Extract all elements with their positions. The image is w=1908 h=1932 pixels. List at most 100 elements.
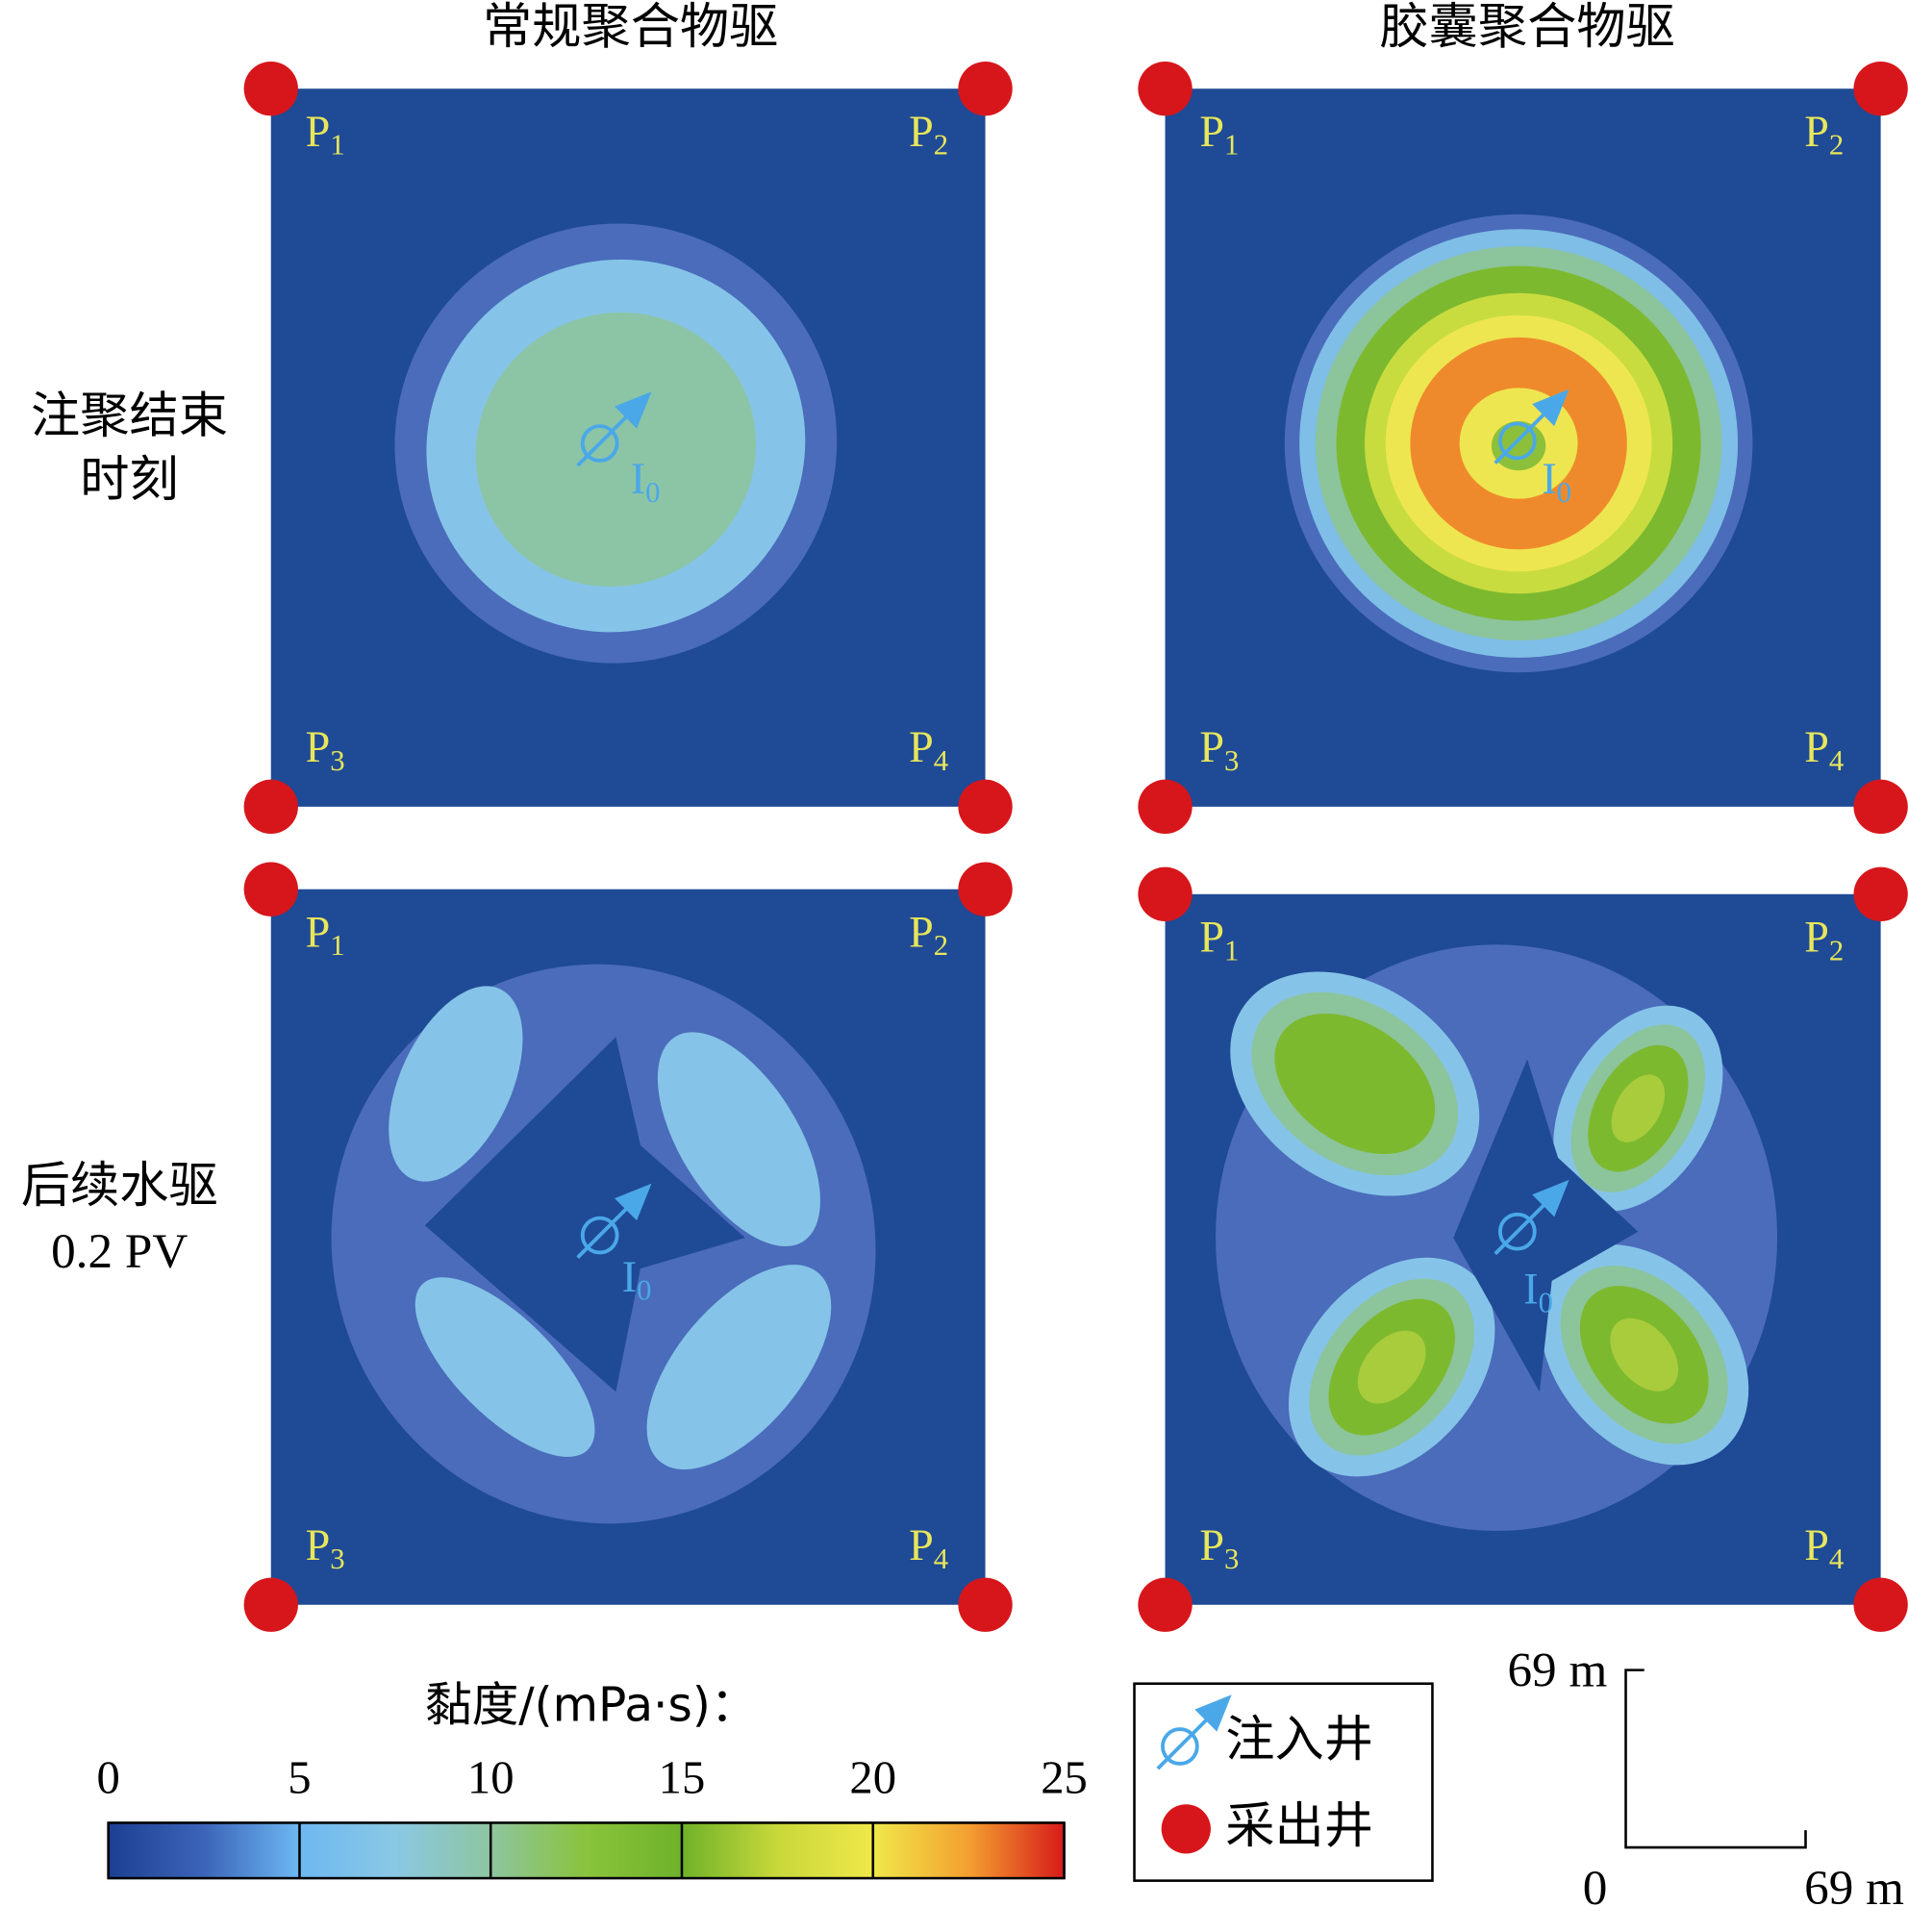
producer-label-sub: 3: [330, 1543, 344, 1575]
colorbar-tick-label: 15: [659, 1751, 706, 1803]
producer-label-base: P: [306, 1520, 331, 1569]
colorbar-tick-label: 25: [1041, 1751, 1088, 1803]
producer-label: P2: [1804, 106, 1844, 161]
producer-well: [1853, 779, 1908, 835]
injector-label-base: I: [1542, 454, 1556, 503]
row-label: 后续水驱: [21, 1157, 218, 1215]
injector-label-base: I: [631, 454, 645, 503]
injector-label: I0: [1523, 1264, 1553, 1318]
scale-label: 69 m: [1507, 1643, 1607, 1698]
producer-label-sub: 4: [934, 744, 948, 777]
colorbar-tick-label: 20: [849, 1751, 896, 1803]
producer-label-base: P: [1804, 1520, 1829, 1569]
producer-label: P1: [306, 106, 345, 161]
producer-label-sub: 2: [934, 129, 948, 162]
producer-label-base: P: [306, 907, 331, 956]
injector-label-sub: 0: [645, 476, 660, 509]
producer-well: [958, 862, 1013, 916]
colorbar-tick-label: 5: [288, 1751, 311, 1803]
producer-label: P1: [1199, 912, 1239, 966]
producer-well: [1138, 1577, 1192, 1632]
producer-label: P2: [909, 106, 948, 161]
row-label: 时刻: [80, 451, 178, 509]
producer-label-sub: 1: [1224, 129, 1239, 162]
legend: 注入井 采出井: [1133, 1682, 1434, 1882]
legend-label: 采出井: [1225, 1797, 1373, 1855]
producer-label-sub: 3: [1224, 744, 1239, 777]
producer-label-base: P: [1199, 1520, 1224, 1569]
producer-label-base: P: [909, 722, 934, 771]
colorbar-tick-label: 10: [467, 1751, 515, 1803]
producer-well: [1853, 62, 1908, 116]
producer-label: P4: [1804, 722, 1844, 777]
producer-label-base: P: [306, 106, 331, 155]
figure-body: 常规聚合物驱 胶囊聚合物驱 注聚结束 时刻 后续水驱 0.2 PV: [21, 0, 1908, 1916]
column-title: 胶囊聚合物驱: [1379, 0, 1674, 56]
producer-well: [1853, 1577, 1908, 1632]
producer-label-sub: 4: [1829, 744, 1844, 777]
producer-well: [243, 1577, 298, 1632]
injector-label: I0: [1542, 454, 1571, 509]
scale-bar: 69 m 0 69 m: [1507, 1643, 1904, 1917]
producer-label-sub: 2: [1829, 934, 1844, 966]
colorbar-tick-label: 0: [97, 1751, 120, 1803]
row-label: 注聚结束: [31, 387, 228, 444]
producer-label: P2: [909, 907, 948, 962]
producer-label-base: P: [1804, 912, 1829, 961]
producer-well: [243, 62, 298, 116]
producer-label: P1: [1199, 106, 1239, 161]
producer-well: [1138, 62, 1192, 116]
producer-label-base: P: [1199, 912, 1224, 961]
producer-well: [243, 779, 298, 835]
producer-well: [958, 779, 1013, 835]
injector-label-sub: 0: [1557, 476, 1571, 509]
injector-label-base: I: [622, 1252, 637, 1301]
producer-label: P1: [306, 907, 345, 962]
producer-label-base: P: [909, 907, 934, 956]
producer-label-sub: 2: [1829, 129, 1844, 162]
producer-label: P2: [1804, 912, 1844, 966]
producer-well: [958, 62, 1013, 116]
injector-label: I0: [631, 454, 661, 509]
column-title: 常规聚合物驱: [483, 0, 778, 56]
producer-label-sub: 1: [330, 929, 344, 962]
producer-well: [1853, 866, 1908, 921]
producer-label: P3: [306, 722, 345, 777]
producer-well: [1138, 866, 1192, 921]
producer-label-sub: 2: [934, 929, 948, 962]
producer-label-sub: 3: [1224, 1543, 1239, 1575]
producer-label-sub: 4: [1829, 1543, 1844, 1575]
panel: [270, 889, 986, 1605]
producer-well: [1138, 779, 1192, 835]
row-label: 0.2 PV: [51, 1224, 188, 1279]
producer-well: [243, 862, 298, 916]
producer-label-base: P: [1199, 722, 1224, 771]
scale-label: 69 m: [1804, 1861, 1904, 1916]
producer-label-base: P: [1199, 106, 1224, 155]
producer-label: P4: [1804, 1520, 1844, 1575]
producer-label: P4: [909, 1520, 948, 1575]
panel: [1165, 88, 1881, 807]
producer-label: P3: [306, 1520, 345, 1575]
producer-label-base: P: [306, 722, 331, 771]
producer-label: P3: [1199, 1520, 1239, 1575]
colorbar: 0 5 10 15 20 25: [97, 1751, 1088, 1880]
producer-well: [958, 1577, 1013, 1632]
producer-label: P4: [909, 722, 948, 777]
producer-label-base: P: [1804, 106, 1829, 155]
producer-label: P3: [1199, 722, 1239, 777]
producer-label-base: P: [1804, 722, 1829, 771]
producer-label-base: P: [909, 106, 934, 155]
panel: [270, 88, 986, 807]
injector-label-base: I: [1523, 1264, 1538, 1313]
legend-label: 注入井: [1225, 1711, 1373, 1769]
panel: [1165, 893, 1881, 1605]
producer-label-sub: 3: [330, 744, 344, 777]
producer-label-base: P: [909, 1520, 934, 1569]
injector-label: I0: [622, 1252, 652, 1307]
injector-label-sub: 0: [1539, 1287, 1553, 1319]
colorbar-label: 黏度/(mPa·s)：: [425, 1678, 758, 1732]
scale-label: 0: [1583, 1861, 1608, 1916]
